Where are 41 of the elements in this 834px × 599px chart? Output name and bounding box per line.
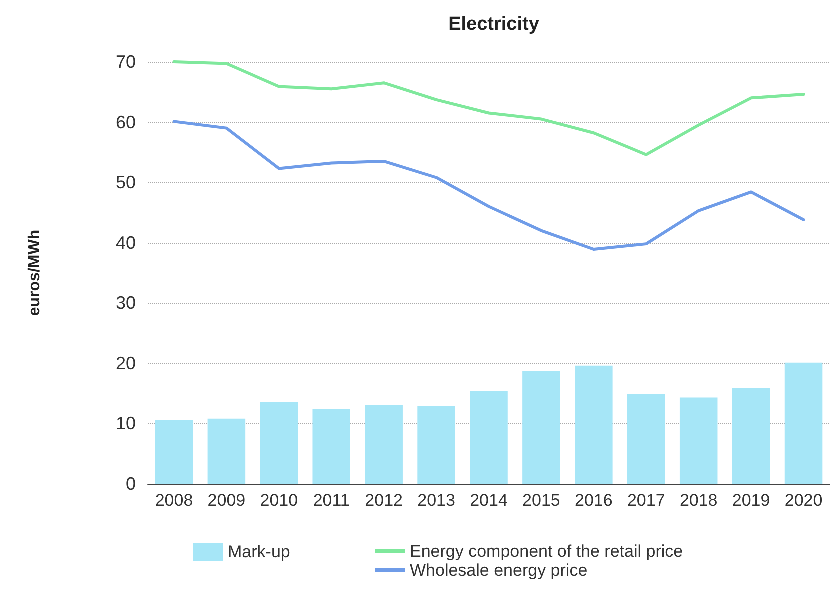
y-tick-label: 70 [116,52,136,72]
bar [470,391,508,484]
x-tick-label: 2009 [208,491,246,510]
y-tick-label: 40 [116,232,136,253]
x-tick-label: 2008 [155,491,194,510]
bar [365,405,403,484]
y-tick-label: 50 [116,172,136,193]
bar [155,420,194,484]
legend-label: Energy component of the retail price [410,542,684,561]
line-series [172,60,806,156]
x-tick-label: 2020 [784,491,823,510]
x-tick-label: 2017 [627,491,666,510]
y-tick-label: 60 [116,112,136,132]
legend-label: Wholesale energy price [410,561,588,580]
x-tick-label: 2011 [313,491,350,510]
bar [312,409,350,484]
bar [784,362,823,484]
y-axis-title: euros/MWh [26,230,44,316]
bar [208,418,246,484]
bar [522,371,560,484]
bar [732,388,770,484]
y-tick-label: 10 [116,414,136,434]
bar [575,366,613,484]
x-tick-label: 2018 [680,491,718,510]
bar [418,406,456,484]
chart-title: Electricity [448,14,540,35]
x-tick-label: 2019 [732,491,770,510]
x-tick-label: 2016 [575,491,613,510]
x-tick-label: 2015 [522,491,560,510]
x-tick-label: 2014 [470,491,508,510]
x-tick-label: 2013 [418,491,456,510]
y-tick-label: 20 [116,353,136,374]
x-tick-label: 2010 [260,491,298,510]
legend-label: Mark-up [228,542,290,562]
y-tick-label: 30 [116,293,136,314]
x-tick-label: 2012 [365,491,403,510]
bar [628,394,666,484]
line-series [172,120,806,251]
y-tick-label: 0 [126,474,136,494]
bar [260,402,298,484]
bar [680,398,718,484]
